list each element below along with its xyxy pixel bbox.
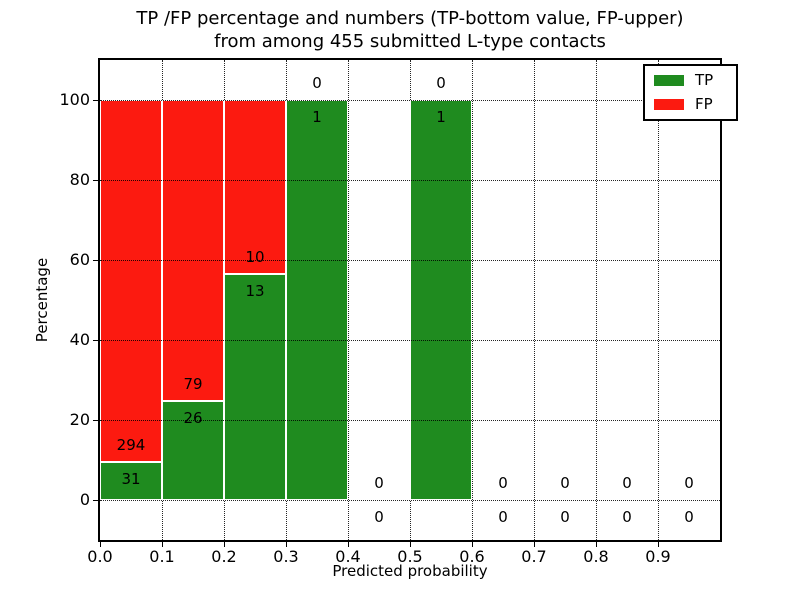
y-tick-label: 0 bbox=[79, 490, 90, 509]
bar-fp-segment bbox=[224, 100, 286, 274]
fp-count-label: 0 bbox=[374, 474, 384, 492]
tp-count-label: 31 bbox=[121, 469, 141, 488]
plot-area: 294 31 79 26 10 13 0 1 0 0 0 1 0 0 0 0 0 0 0 0 bbox=[98, 58, 722, 542]
tp-count-label: 1 bbox=[436, 108, 446, 126]
tp-count-label: 0 bbox=[622, 508, 632, 526]
legend-label-tp: TP bbox=[695, 71, 714, 89]
bar-tp-segment bbox=[162, 400, 224, 500]
x-tick bbox=[472, 542, 473, 547]
x-tick bbox=[286, 542, 287, 547]
x-tick-label: 0.8 bbox=[583, 547, 609, 566]
fp-count-label: 0 bbox=[684, 474, 694, 492]
fp-count-label: 0 bbox=[436, 74, 446, 92]
legend-item-fp: FP bbox=[654, 96, 728, 113]
tp-swatch-icon bbox=[654, 75, 684, 86]
fp-count-label: 10 bbox=[245, 247, 265, 266]
x-tick-label: 0.6 bbox=[459, 547, 485, 566]
legend-label-fp: FP bbox=[695, 95, 713, 113]
x-tick bbox=[224, 542, 225, 547]
y-tick-label: 60 bbox=[69, 250, 90, 269]
h-gridline bbox=[100, 100, 720, 101]
y-tick bbox=[93, 260, 98, 261]
fp-count-label: 294 bbox=[116, 435, 146, 454]
x-axis-label: Predicted probability bbox=[332, 562, 488, 580]
y-tick bbox=[93, 420, 98, 421]
tp-count-label: 1 bbox=[312, 108, 322, 126]
x-tick bbox=[410, 542, 411, 547]
legend: TP FP bbox=[643, 64, 738, 121]
y-axis-label: Percentage bbox=[33, 257, 51, 343]
fp-count-label: 0 bbox=[312, 74, 322, 92]
x-tick bbox=[348, 542, 349, 547]
y-tick bbox=[93, 180, 98, 181]
y-tick-label: 80 bbox=[69, 170, 90, 189]
v-gridline bbox=[596, 60, 597, 540]
h-gridline bbox=[100, 260, 720, 261]
bar-fp-segment bbox=[100, 100, 162, 462]
x-tick-label: 0.4 bbox=[335, 547, 361, 566]
v-gridline bbox=[348, 60, 349, 540]
x-tick-label: 0.0 bbox=[87, 547, 113, 566]
y-tick bbox=[93, 340, 98, 341]
chart-title-line2: from among 455 submitted L-type contacts bbox=[214, 31, 606, 52]
bar-tp-segment bbox=[410, 100, 472, 500]
v-gridline bbox=[658, 60, 659, 540]
tp-count-label: 0 bbox=[560, 508, 570, 526]
v-gridline bbox=[472, 60, 473, 540]
x-tick-label: 0.2 bbox=[211, 547, 237, 566]
y-tick-label: 40 bbox=[69, 330, 90, 349]
v-gridline bbox=[534, 60, 535, 540]
tp-count-label: 13 bbox=[245, 281, 265, 300]
y-tick bbox=[93, 500, 98, 501]
x-tick-label: 0.3 bbox=[273, 547, 299, 566]
tp-count-label: 0 bbox=[374, 508, 384, 526]
fp-count-label: 0 bbox=[622, 474, 632, 492]
x-tick-label: 0.5 bbox=[397, 547, 423, 566]
h-gridline bbox=[100, 340, 720, 341]
x-tick-label: 0.7 bbox=[521, 547, 547, 566]
legend-item-tp: TP bbox=[654, 72, 728, 89]
bar-tp-segment bbox=[224, 273, 286, 500]
x-tick bbox=[596, 542, 597, 547]
x-tick bbox=[534, 542, 535, 547]
fp-count-label: 0 bbox=[560, 474, 570, 492]
x-tick-label: 0.9 bbox=[645, 547, 671, 566]
chart-title: TP /FP percentage and numbers (TP-bottom… bbox=[100, 7, 720, 53]
y-tick-label: 100 bbox=[59, 90, 90, 109]
h-gridline bbox=[100, 500, 720, 501]
bar-tp-segment bbox=[286, 100, 348, 500]
fp-swatch-icon bbox=[654, 99, 684, 110]
y-tick bbox=[93, 100, 98, 101]
x-tick-label: 0.1 bbox=[149, 547, 175, 566]
fp-count-label: 0 bbox=[498, 474, 508, 492]
chart-title-line1: TP /FP percentage and numbers (TP-bottom… bbox=[136, 8, 684, 29]
bar-tp-segment bbox=[100, 461, 162, 500]
bar-fp-segment bbox=[162, 100, 224, 401]
y-tick-label: 20 bbox=[69, 410, 90, 429]
x-tick bbox=[658, 542, 659, 547]
fp-count-label: 79 bbox=[183, 374, 203, 393]
tp-count-label: 0 bbox=[684, 508, 694, 526]
h-gridline bbox=[100, 180, 720, 181]
x-tick bbox=[100, 542, 101, 547]
tp-count-label: 0 bbox=[498, 508, 508, 526]
x-tick bbox=[162, 542, 163, 547]
h-gridline bbox=[100, 420, 720, 421]
tp-count-label: 26 bbox=[183, 408, 203, 427]
